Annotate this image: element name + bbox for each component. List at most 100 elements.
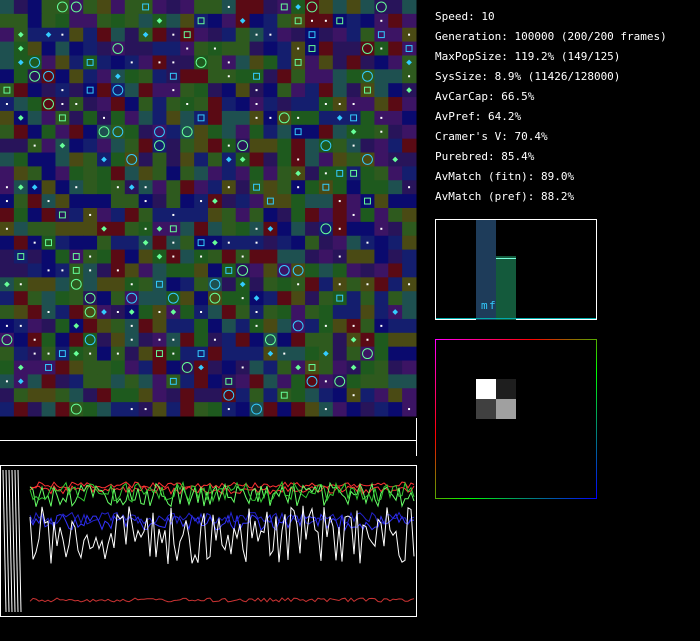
cell xyxy=(249,388,264,403)
cell xyxy=(0,402,15,417)
cell xyxy=(124,374,140,389)
cell xyxy=(277,27,292,43)
cell xyxy=(277,360,292,375)
cell xyxy=(69,13,84,29)
cell xyxy=(277,402,292,417)
cell xyxy=(166,388,181,403)
cell xyxy=(291,305,306,320)
cell xyxy=(69,83,84,98)
cell xyxy=(388,55,403,70)
cell xyxy=(221,27,237,43)
cell xyxy=(97,235,112,251)
cell xyxy=(360,110,375,126)
cell xyxy=(388,291,403,306)
cell xyxy=(318,69,334,84)
cell xyxy=(110,332,126,348)
agent xyxy=(45,239,52,247)
agent xyxy=(197,114,205,122)
dot xyxy=(213,47,216,50)
cell xyxy=(180,277,195,292)
dot xyxy=(144,186,147,189)
agent xyxy=(375,1,387,13)
dot xyxy=(130,408,133,411)
cell xyxy=(152,318,167,334)
cell xyxy=(263,166,278,181)
cell xyxy=(83,13,98,29)
cell xyxy=(69,332,84,348)
cell xyxy=(277,166,292,181)
cell xyxy=(249,374,264,389)
cell xyxy=(166,97,181,112)
cell xyxy=(374,27,389,43)
cell xyxy=(291,208,306,223)
cell xyxy=(124,110,140,126)
agent xyxy=(86,86,94,94)
cell xyxy=(55,124,70,140)
agent xyxy=(294,17,302,25)
cell xyxy=(27,305,43,320)
cell xyxy=(208,97,223,112)
history-line xyxy=(5,469,10,613)
cell xyxy=(221,166,237,181)
cell xyxy=(388,13,403,29)
cell xyxy=(305,346,320,362)
history-line xyxy=(8,469,13,613)
cell xyxy=(180,69,195,84)
cell xyxy=(180,388,195,403)
agent xyxy=(266,197,274,205)
cell xyxy=(83,194,98,209)
agent xyxy=(17,59,24,66)
cell xyxy=(194,346,209,362)
cell xyxy=(249,249,264,264)
agent xyxy=(128,184,135,191)
dot xyxy=(19,283,22,286)
dot xyxy=(352,103,355,105)
cell xyxy=(138,0,154,15)
cell xyxy=(305,166,320,181)
dot xyxy=(200,255,203,258)
cell xyxy=(166,263,181,278)
cell xyxy=(388,110,403,126)
cell xyxy=(0,13,15,29)
cell xyxy=(83,41,98,56)
cell xyxy=(0,69,15,84)
cell xyxy=(332,346,348,362)
cell xyxy=(332,55,348,70)
cell xyxy=(110,55,126,70)
dot xyxy=(61,269,64,272)
cell xyxy=(152,0,167,15)
dot xyxy=(297,47,300,50)
stat-line: Speed: 10 xyxy=(435,10,495,23)
cell xyxy=(152,346,167,362)
cell xyxy=(291,221,306,237)
history-line xyxy=(29,597,415,603)
cell xyxy=(97,166,112,181)
dot xyxy=(297,116,300,119)
cell xyxy=(221,13,237,29)
agent xyxy=(167,292,179,304)
cell xyxy=(41,249,56,264)
cell xyxy=(69,152,84,167)
cell xyxy=(194,69,209,84)
cell xyxy=(83,83,98,98)
cell xyxy=(166,69,181,84)
cell xyxy=(360,97,375,112)
cell xyxy=(55,277,70,292)
stat-line: Cramer's V: 70.4% xyxy=(435,130,548,143)
cell xyxy=(27,263,43,278)
agent xyxy=(197,239,205,247)
cell xyxy=(124,346,140,362)
dot xyxy=(116,352,119,355)
dot xyxy=(255,89,258,92)
dot xyxy=(338,255,341,258)
cell xyxy=(277,41,292,56)
cell xyxy=(402,374,417,389)
cell xyxy=(277,97,292,112)
cell xyxy=(97,291,112,306)
cell xyxy=(263,194,278,209)
stat-line: MaxPopSize: 119.2% (149/125) xyxy=(435,50,620,63)
cell xyxy=(235,110,251,126)
stat-line: Purebred: 85.4% xyxy=(435,150,535,163)
cell xyxy=(305,194,320,209)
cell xyxy=(55,110,70,126)
